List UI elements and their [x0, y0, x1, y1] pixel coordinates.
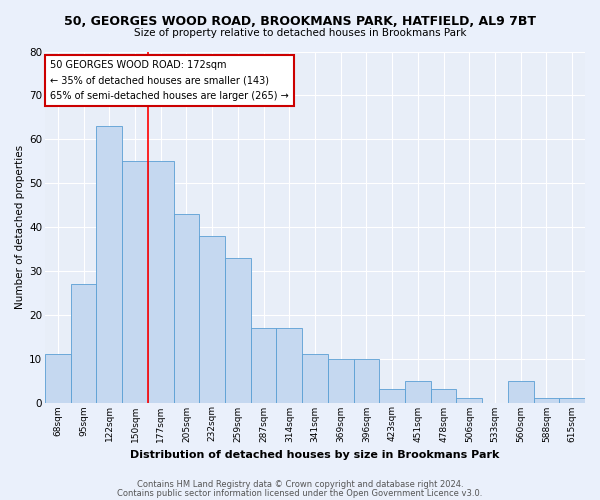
Bar [302, 354, 328, 403]
Text: Size of property relative to detached houses in Brookmans Park: Size of property relative to detached ho… [134, 28, 466, 38]
Text: Contains HM Land Registry data © Crown copyright and database right 2024.: Contains HM Land Registry data © Crown c… [137, 480, 463, 489]
Bar [277, 328, 302, 402]
Bar [328, 358, 353, 403]
Bar [353, 358, 379, 403]
Bar [559, 398, 585, 402]
Text: Contains public sector information licensed under the Open Government Licence v3: Contains public sector information licen… [118, 488, 482, 498]
Text: 50 GEORGES WOOD ROAD: 172sqm
← 35% of detached houses are smaller (143)
65% of s: 50 GEORGES WOOD ROAD: 172sqm ← 35% of de… [50, 60, 289, 102]
Bar [508, 380, 533, 402]
Bar [122, 161, 148, 402]
Bar [431, 390, 457, 402]
Bar [405, 380, 431, 402]
Bar [457, 398, 482, 402]
Bar [71, 284, 97, 403]
Bar [533, 398, 559, 402]
Bar [45, 354, 71, 403]
Y-axis label: Number of detached properties: Number of detached properties [15, 145, 25, 309]
Bar [225, 258, 251, 402]
Bar [379, 390, 405, 402]
Bar [199, 236, 225, 402]
Bar [97, 126, 122, 402]
Bar [173, 214, 199, 402]
Text: 50, GEORGES WOOD ROAD, BROOKMANS PARK, HATFIELD, AL9 7BT: 50, GEORGES WOOD ROAD, BROOKMANS PARK, H… [64, 15, 536, 28]
Bar [148, 161, 173, 402]
X-axis label: Distribution of detached houses by size in Brookmans Park: Distribution of detached houses by size … [130, 450, 500, 460]
Bar [251, 328, 277, 402]
